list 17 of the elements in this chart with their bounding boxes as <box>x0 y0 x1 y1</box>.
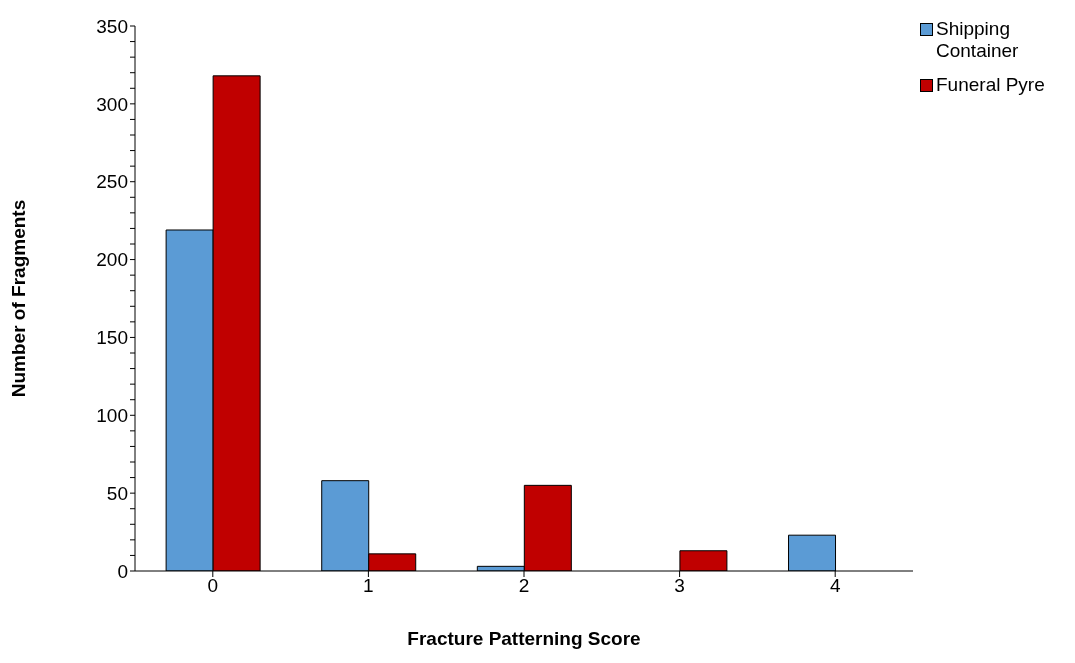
y-tick-label: 0 <box>117 560 128 582</box>
x-tick-label: 3 <box>674 575 685 597</box>
y-tick-label: 300 <box>96 93 128 115</box>
x-tick-label: 2 <box>518 575 530 597</box>
y-tick-label: 50 <box>106 482 128 504</box>
legend-label: Funeral Pyre <box>936 74 1045 96</box>
y-axis-title: Number of Fragments <box>7 199 29 398</box>
legend-label: Shipping Container <box>936 18 1020 62</box>
y-tick-label: 350 <box>96 15 128 37</box>
x-tick-label: 0 <box>207 575 219 597</box>
x-axis-title: Fracture Patterning Score <box>407 628 641 649</box>
x-tick-label: 1 <box>363 575 374 597</box>
y-tick-label: 150 <box>96 327 128 349</box>
y-tick-label: 100 <box>96 405 128 427</box>
y-tick-label: 200 <box>96 249 128 271</box>
x-tick-label: 4 <box>829 575 841 597</box>
y-tick-label: 250 <box>96 171 128 193</box>
